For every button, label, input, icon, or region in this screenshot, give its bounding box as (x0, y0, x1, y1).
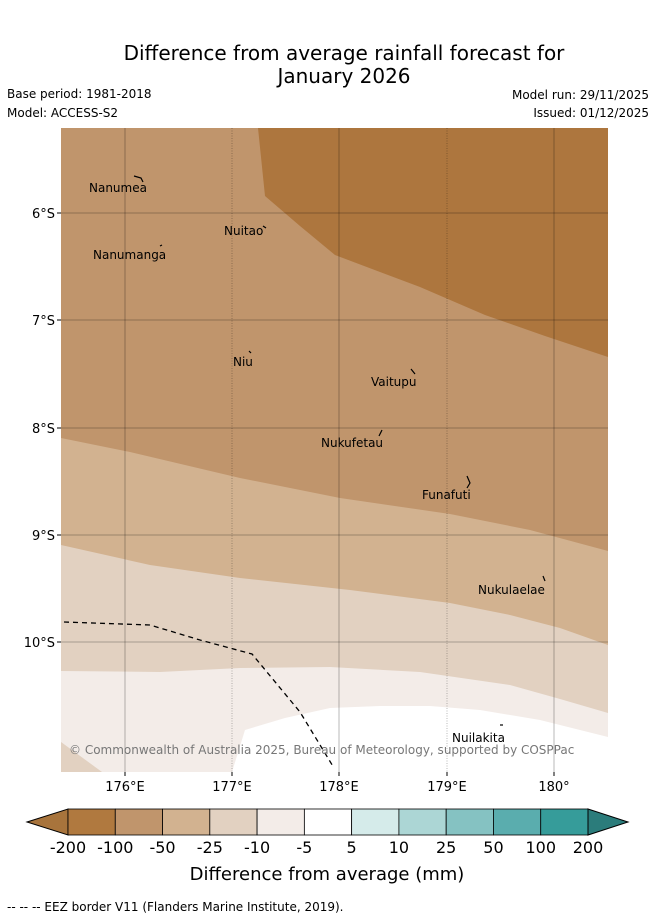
lon-tick-178e: 178°E (319, 780, 359, 795)
niu-island (248, 350, 252, 354)
lon-tick-176e: 176°E (105, 780, 145, 795)
colorbar-tick-label: 50 (483, 838, 503, 857)
colorbar-segment (351, 808, 400, 836)
colorbar-tick-label: 100 (525, 838, 556, 857)
place-nukufetau: Nukufetau (321, 436, 383, 450)
islands (133, 175, 546, 726)
lat-tick-9s: 9°S (32, 529, 55, 544)
place-vaitupu: Vaitupu (371, 375, 417, 389)
colorbar-segment (256, 808, 305, 836)
colorbar-segment (445, 808, 494, 836)
place-nukulaelae: Nukulaelae (478, 583, 545, 597)
colorbar-tick-label: -10 (244, 838, 270, 857)
colorbar-tick-label: 10 (389, 838, 409, 857)
lat-tick-10s: 10°S (24, 636, 55, 651)
colorbar-segment (209, 808, 258, 836)
nanumea-island (133, 175, 144, 183)
band-corner (61, 742, 102, 772)
band-minus-100-200 (258, 128, 608, 357)
lon-tick-180: 180° (538, 780, 569, 795)
lat-tick-7s: 7°S (32, 314, 55, 329)
funafuti-island (466, 475, 471, 489)
nukufetau-island (378, 429, 383, 437)
colorbar-tick-label: -5 (296, 838, 312, 857)
colorbar-segment (162, 808, 211, 836)
eez-border (63, 621, 335, 769)
place-nanumanga: Nanumanga (93, 248, 166, 262)
lat-grid (61, 212, 608, 643)
eez-footnote: -- -- -- EEZ border V11 (Flanders Marine… (7, 900, 344, 914)
colorbar-segments (67, 808, 589, 836)
lon-tick-177e: 177°E (212, 780, 252, 795)
vaitupu-island (410, 368, 416, 375)
colorbar: -200 -100 -50 -25 -10 -5 5 10 25 50 100 200 Differe… (25, 808, 630, 885)
nuitao-island (262, 225, 267, 229)
colorbar-segment (303, 808, 353, 836)
colorbar-segment (398, 808, 447, 836)
model-run-label: Model run: 29/11/2025 (511, 88, 649, 102)
lat-axis: 6°S 7°S 8°S 9°S 10°S (24, 207, 61, 651)
colorbar-tick-label: 25 (436, 838, 456, 857)
colorbar-tick-label: -50 (149, 838, 175, 857)
colorbar-title: Difference from average (mm) (190, 864, 465, 885)
colorbar-low-extension (25, 808, 69, 836)
nanumanga-island (159, 244, 163, 247)
lat-tick-8s: 8°S (32, 422, 55, 437)
place-nanumea: Nanumea (89, 181, 147, 195)
colorbar-segment (67, 808, 116, 836)
lon-tick-179e: 179°E (427, 780, 467, 795)
colorbar-segment (540, 808, 589, 836)
colorbar-tick-label: 5 (347, 838, 357, 857)
place-niu: Niu (233, 355, 253, 369)
map-panel: Nanumea Nuitao Nanumanga Niu Vaitupu Nuk… (61, 128, 608, 772)
colorbar-tick-label: -100 (97, 838, 133, 857)
lon-grid (124, 128, 555, 772)
nukulaelae-island (542, 575, 546, 582)
colorbar-tick-label: -200 (50, 838, 86, 857)
place-nuilakita: Nuilakita (452, 731, 505, 745)
place-nuitao: Nuitao (224, 224, 263, 238)
lon-axis: 176°E 177°E 178°E 179°E 180° (105, 772, 570, 795)
lat-tick-6s: 6°S (32, 207, 55, 222)
colorbar-segment (493, 808, 542, 836)
colorbar-segment (114, 808, 163, 836)
colorbar-high-extension (587, 808, 630, 836)
map-title: Difference from average rainfall forecas… (0, 42, 655, 88)
model-label: Model: ACCESS-S2 (7, 106, 119, 120)
title-line-1: Difference from average rainfall forecas… (123, 41, 565, 65)
place-funafuti: Funafuti (422, 488, 471, 502)
base-period-label: Base period: 1981-2018 (7, 87, 152, 101)
issued-label: Issued: 01/12/2025 (533, 106, 649, 120)
title-line-2: January 2026 (277, 64, 411, 88)
colorbar-labels: -200 -100 -50 -25 -10 -5 5 10 25 50 100 200 (50, 838, 603, 857)
colorbar-tick-label: 200 (573, 838, 604, 857)
copyright-notice: © Commonwealth of Australia 2025, Bureau… (69, 743, 574, 757)
colorbar-tick-label: -25 (197, 838, 223, 857)
